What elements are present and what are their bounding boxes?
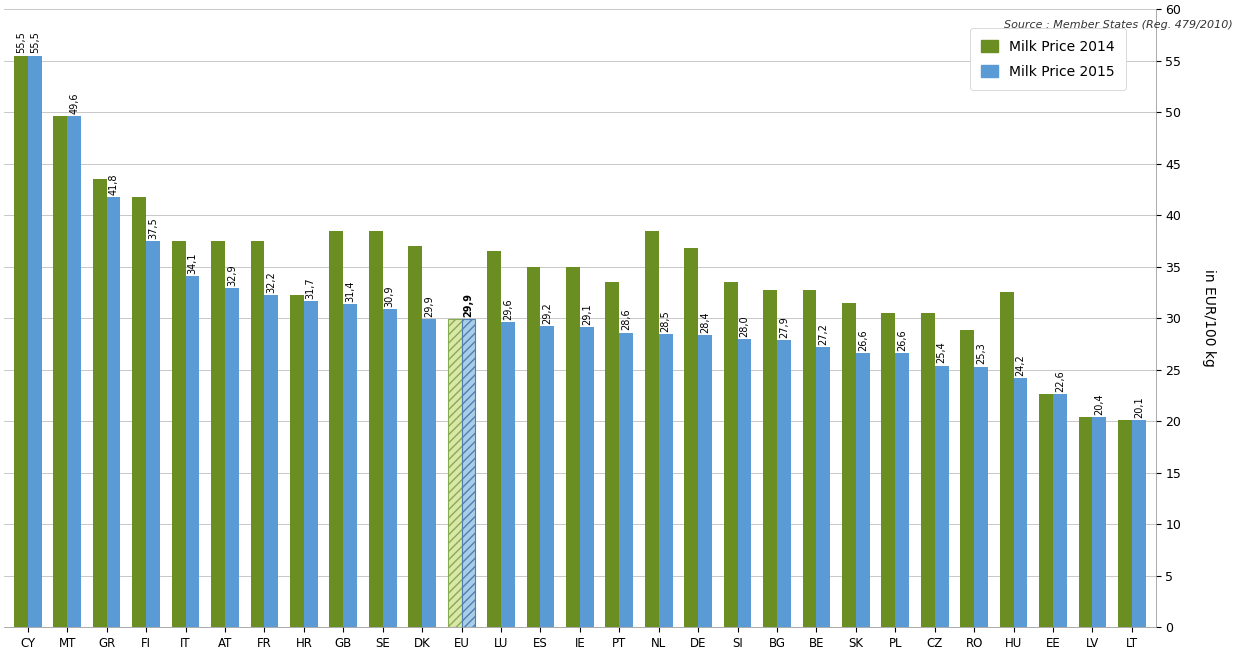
Bar <box>382 309 396 627</box>
Bar <box>14 56 28 627</box>
Legend: Milk Price 2014, Milk Price 2015: Milk Price 2014, Milk Price 2015 <box>970 29 1126 90</box>
Bar <box>935 366 949 627</box>
Text: 34,1: 34,1 <box>187 252 198 274</box>
Text: 29,2: 29,2 <box>542 303 552 324</box>
Bar <box>93 179 107 627</box>
Text: 20,1: 20,1 <box>1133 396 1144 418</box>
Bar <box>423 319 437 627</box>
Text: 30,9: 30,9 <box>385 285 395 307</box>
Text: 26,6: 26,6 <box>858 330 868 351</box>
Bar <box>172 241 185 627</box>
Bar <box>1039 394 1053 627</box>
Bar <box>369 231 382 627</box>
Bar <box>304 301 317 627</box>
Bar <box>107 197 121 627</box>
Bar <box>28 56 42 627</box>
Text: 25,4: 25,4 <box>937 341 946 364</box>
Bar <box>842 303 855 627</box>
Bar <box>684 248 698 627</box>
Bar <box>816 347 830 627</box>
Bar <box>764 290 777 627</box>
Text: 29,9: 29,9 <box>463 293 473 317</box>
Text: 28,5: 28,5 <box>660 310 671 332</box>
Text: 29,9: 29,9 <box>424 296 434 317</box>
Bar <box>605 282 619 627</box>
Bar <box>409 246 423 627</box>
Bar <box>1132 420 1146 627</box>
Y-axis label: in EUR/100 kg: in EUR/100 kg <box>1203 269 1216 367</box>
Bar <box>211 241 225 627</box>
Bar <box>225 288 239 627</box>
Text: 27,2: 27,2 <box>819 323 828 345</box>
Text: 49,6: 49,6 <box>69 93 79 114</box>
Bar <box>250 241 264 627</box>
Text: 37,5: 37,5 <box>148 217 159 239</box>
Bar <box>53 116 67 627</box>
Text: 55,5: 55,5 <box>30 31 40 54</box>
Bar <box>146 241 160 627</box>
Bar <box>777 340 791 627</box>
Text: 32,9: 32,9 <box>226 265 237 286</box>
Bar <box>882 313 896 627</box>
Bar <box>960 330 974 627</box>
Bar <box>1000 292 1014 627</box>
Bar <box>921 313 935 627</box>
Text: 55,5: 55,5 <box>16 31 26 54</box>
Bar <box>974 366 988 627</box>
Bar <box>698 335 712 627</box>
Text: 26,6: 26,6 <box>897 330 907 351</box>
Bar <box>67 116 81 627</box>
Bar <box>737 339 751 627</box>
Bar <box>541 326 555 627</box>
Text: 24,2: 24,2 <box>1015 354 1025 376</box>
Text: 29,1: 29,1 <box>581 303 591 325</box>
Bar <box>723 282 737 627</box>
Bar <box>264 296 278 627</box>
Bar <box>645 231 659 627</box>
Bar <box>291 296 304 627</box>
Bar <box>501 322 515 627</box>
Bar <box>330 231 343 627</box>
Text: 28,0: 28,0 <box>740 315 750 337</box>
Text: 28,6: 28,6 <box>621 309 632 330</box>
Bar <box>896 353 910 627</box>
Bar <box>1078 417 1092 627</box>
Bar <box>619 332 633 627</box>
Bar <box>580 328 594 627</box>
Bar <box>185 276 199 627</box>
Bar <box>566 267 580 627</box>
Text: 28,4: 28,4 <box>699 311 710 332</box>
Text: 27,9: 27,9 <box>779 316 789 337</box>
Bar <box>462 319 476 627</box>
Bar <box>1118 420 1132 627</box>
Bar <box>1092 417 1106 627</box>
Bar <box>132 197 146 627</box>
Bar <box>1053 394 1067 627</box>
Bar <box>527 267 541 627</box>
Bar <box>803 290 816 627</box>
Text: 20,4: 20,4 <box>1094 393 1105 415</box>
Text: 31,7: 31,7 <box>306 277 316 299</box>
Bar <box>659 334 673 627</box>
Bar <box>448 319 462 627</box>
Text: 29,6: 29,6 <box>503 299 513 320</box>
Bar <box>855 353 869 627</box>
Text: 41,8: 41,8 <box>108 173 118 194</box>
Text: 22,6: 22,6 <box>1055 371 1066 392</box>
Bar <box>487 251 501 627</box>
Bar <box>1014 378 1028 627</box>
Text: 31,4: 31,4 <box>345 280 355 301</box>
Text: 25,3: 25,3 <box>976 343 986 364</box>
Text: Source : Member States (Reg. 479/2010): Source : Member States (Reg. 479/2010) <box>1004 20 1233 29</box>
Text: 32,2: 32,2 <box>267 271 277 294</box>
Bar <box>343 303 357 627</box>
